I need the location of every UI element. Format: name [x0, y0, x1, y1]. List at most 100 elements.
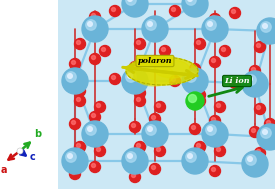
Circle shape — [76, 98, 81, 101]
Circle shape — [109, 5, 120, 16]
Circle shape — [211, 167, 216, 171]
Text: polaron: polaron — [138, 57, 172, 65]
Circle shape — [92, 13, 95, 18]
Circle shape — [86, 20, 96, 30]
Circle shape — [254, 147, 265, 159]
Circle shape — [142, 121, 168, 147]
Circle shape — [219, 46, 230, 57]
Circle shape — [128, 154, 132, 158]
Circle shape — [109, 74, 120, 84]
Circle shape — [128, 74, 132, 78]
Circle shape — [216, 147, 221, 152]
Circle shape — [136, 40, 141, 44]
Circle shape — [155, 101, 166, 112]
Circle shape — [211, 59, 216, 63]
Circle shape — [156, 104, 161, 108]
Circle shape — [136, 143, 141, 147]
Circle shape — [72, 60, 76, 64]
Circle shape — [76, 88, 81, 91]
Circle shape — [252, 67, 255, 71]
Circle shape — [88, 127, 92, 131]
Circle shape — [208, 127, 212, 131]
Circle shape — [130, 61, 141, 73]
Circle shape — [257, 18, 275, 44]
Circle shape — [194, 95, 205, 106]
Circle shape — [75, 95, 86, 106]
Circle shape — [134, 142, 145, 153]
Circle shape — [208, 22, 212, 26]
Circle shape — [92, 114, 95, 118]
Circle shape — [254, 104, 265, 115]
Circle shape — [257, 149, 260, 153]
Circle shape — [89, 12, 100, 22]
Circle shape — [152, 115, 155, 119]
Text: a: a — [1, 165, 7, 175]
Circle shape — [130, 122, 141, 132]
Circle shape — [126, 0, 136, 5]
Circle shape — [134, 88, 145, 98]
Circle shape — [246, 155, 256, 165]
Circle shape — [210, 166, 221, 177]
Circle shape — [230, 8, 241, 19]
Circle shape — [101, 47, 106, 51]
Circle shape — [88, 22, 92, 26]
Circle shape — [197, 98, 200, 101]
Circle shape — [160, 46, 170, 57]
Circle shape — [188, 0, 192, 1]
Circle shape — [197, 143, 200, 147]
Circle shape — [66, 72, 76, 82]
Circle shape — [261, 128, 271, 138]
Circle shape — [126, 152, 136, 162]
Circle shape — [182, 68, 208, 94]
Circle shape — [249, 66, 260, 77]
Circle shape — [194, 39, 205, 50]
Circle shape — [186, 92, 204, 110]
Circle shape — [257, 43, 260, 47]
Circle shape — [257, 105, 260, 109]
Circle shape — [68, 74, 72, 78]
Circle shape — [188, 74, 192, 78]
Circle shape — [263, 24, 267, 28]
Circle shape — [17, 148, 23, 154]
Circle shape — [122, 68, 148, 94]
Circle shape — [136, 90, 141, 94]
Circle shape — [232, 9, 235, 13]
Circle shape — [100, 46, 111, 57]
Circle shape — [186, 0, 196, 5]
Circle shape — [188, 94, 197, 102]
Circle shape — [211, 15, 216, 19]
Circle shape — [76, 143, 81, 147]
Circle shape — [152, 57, 155, 61]
Ellipse shape — [134, 64, 174, 86]
Circle shape — [128, 0, 132, 1]
Circle shape — [210, 57, 221, 67]
Circle shape — [261, 22, 271, 32]
Circle shape — [130, 0, 141, 5]
Circle shape — [214, 101, 225, 112]
Circle shape — [86, 125, 96, 135]
Circle shape — [186, 152, 196, 162]
Circle shape — [169, 75, 180, 87]
Circle shape — [194, 142, 205, 153]
Circle shape — [70, 119, 81, 129]
Circle shape — [89, 53, 100, 64]
Circle shape — [172, 77, 175, 81]
Circle shape — [197, 91, 200, 95]
Circle shape — [122, 0, 148, 17]
Circle shape — [122, 148, 148, 174]
Circle shape — [194, 90, 205, 101]
Circle shape — [206, 20, 216, 30]
Circle shape — [136, 98, 141, 101]
Circle shape — [72, 121, 76, 125]
Circle shape — [131, 123, 136, 128]
Circle shape — [232, 80, 235, 84]
Circle shape — [265, 119, 275, 129]
Circle shape — [156, 147, 161, 152]
Circle shape — [95, 101, 106, 112]
Circle shape — [155, 146, 166, 156]
Circle shape — [221, 47, 225, 51]
Circle shape — [148, 127, 152, 131]
Circle shape — [150, 56, 161, 67]
Circle shape — [172, 8, 175, 12]
Circle shape — [72, 170, 76, 174]
